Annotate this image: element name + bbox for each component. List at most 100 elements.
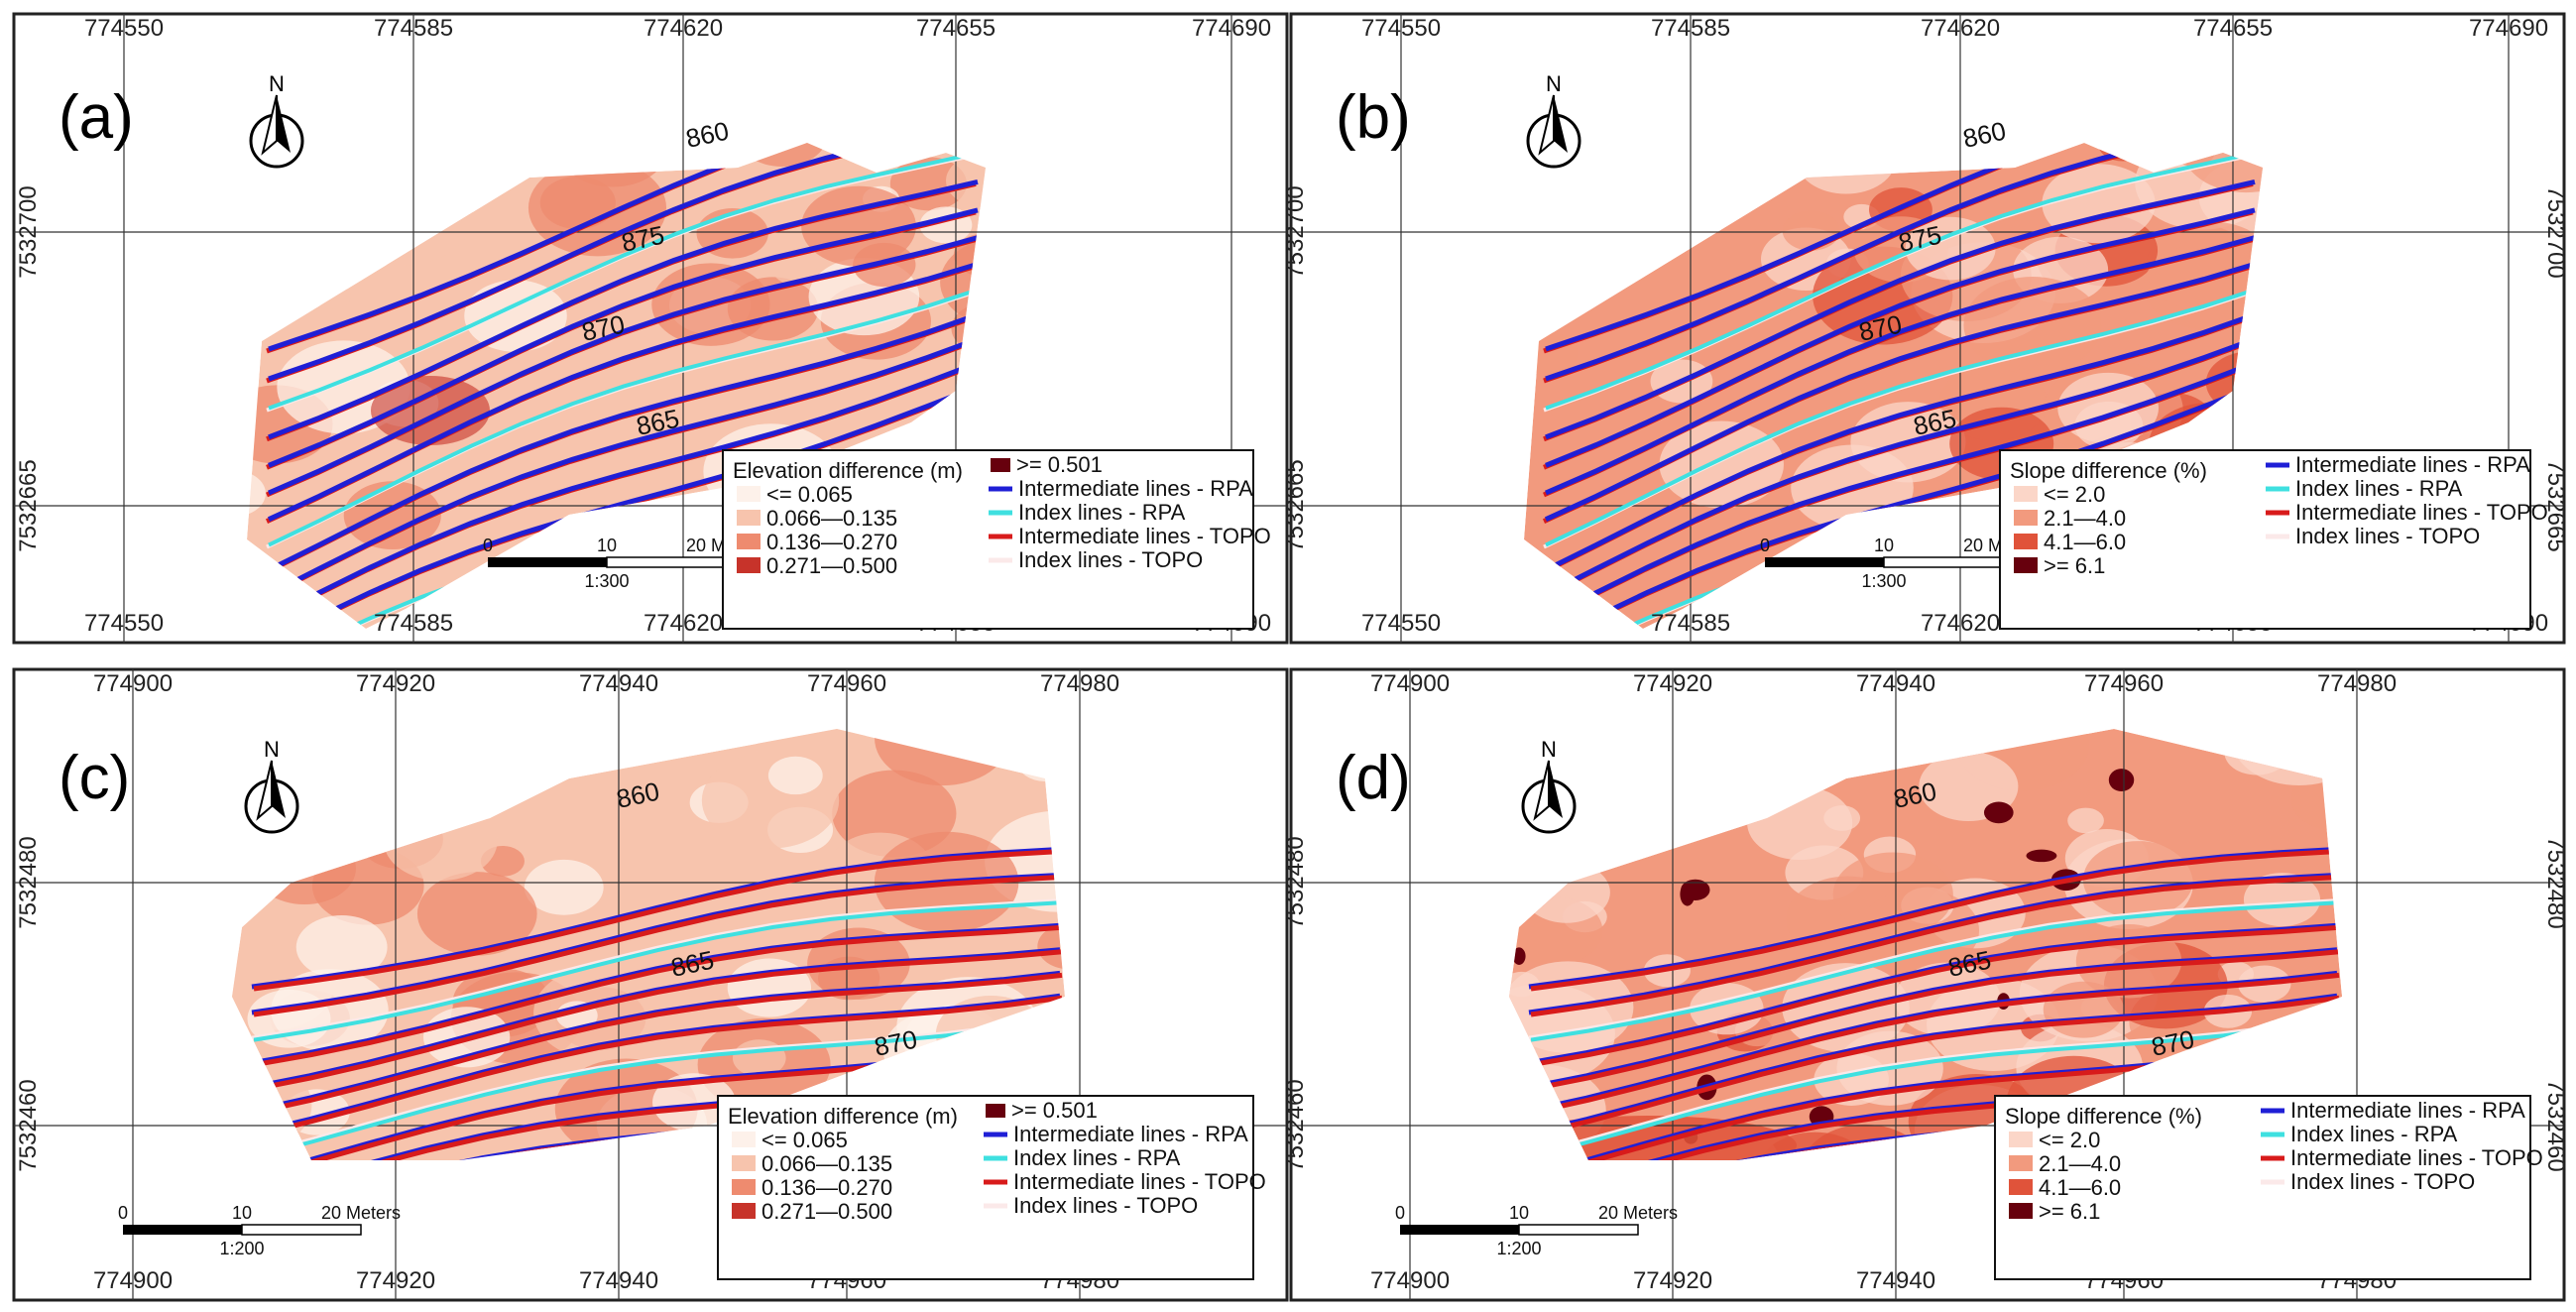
coord-label-bottom: 774620 bbox=[1921, 610, 2000, 637]
legend-class-label: 0.066—0.135 bbox=[766, 506, 897, 531]
coord-label-left: 7532460 bbox=[1282, 1079, 1309, 1171]
legend-class-swatch bbox=[2009, 1179, 2033, 1195]
terrain-patch bbox=[416, 872, 537, 956]
coord-label-top: 774900 bbox=[1370, 670, 1450, 697]
coord-label-top: 774980 bbox=[2317, 670, 2397, 697]
contour-intermediate-topo bbox=[253, 848, 1063, 992]
coord-label-left: 7532480 bbox=[1282, 836, 1309, 928]
coord-label-top: 774620 bbox=[1921, 15, 2000, 42]
terrain-hotspot bbox=[2026, 849, 2057, 863]
scale-tick-label: 0 bbox=[118, 1203, 128, 1223]
coord-label-top: 774960 bbox=[2084, 670, 2164, 697]
scale-bar-black bbox=[1765, 557, 1884, 567]
contour-intermediate-rpa bbox=[268, 235, 979, 496]
legend-title: Slope difference (%) bbox=[2005, 1104, 2202, 1129]
scale-ratio: 1:200 bbox=[219, 1239, 264, 1258]
north-arrow-icon: N bbox=[249, 71, 304, 169]
legend-class-label: 0.271—0.500 bbox=[766, 553, 897, 578]
legend-class-swatch bbox=[737, 510, 761, 526]
legend-line-label: Index lines - TOPO bbox=[1013, 1193, 1198, 1218]
coord-label-bottom: 774585 bbox=[374, 610, 453, 637]
contour-intermediate-rpa bbox=[267, 261, 979, 522]
legend-title: Elevation difference (m) bbox=[733, 458, 963, 483]
legend-class-label: >= 6.1 bbox=[2039, 1199, 2100, 1224]
contour-index-rpa bbox=[253, 900, 1063, 1042]
north-arrow-right bbox=[277, 95, 291, 153]
coord-label-bottom: 774900 bbox=[1370, 1267, 1450, 1294]
legend-line-label: Intermediate lines - RPA bbox=[2295, 452, 2530, 477]
legend-class-swatch bbox=[732, 1132, 756, 1147]
scale-bar: 0 10 20 Meters 1:200 bbox=[118, 1203, 401, 1258]
legend-box bbox=[722, 449, 1254, 630]
coord-label-top: 774550 bbox=[1361, 15, 1441, 42]
legend-line-label: Intermediate lines - RPA bbox=[2290, 1098, 2525, 1123]
contour-intermediate-rpa bbox=[267, 384, 979, 629]
legend-class-label: >= 6.1 bbox=[2044, 553, 2105, 578]
legend-line-label: Index lines - TOPO bbox=[2295, 524, 2480, 548]
coord-label-top: 774585 bbox=[374, 15, 453, 42]
terrain-patch bbox=[1905, 216, 1996, 281]
coord-label-bottom: 774620 bbox=[644, 610, 723, 637]
panel-title: (c) bbox=[59, 744, 130, 812]
contour-index-rpa bbox=[1530, 900, 2340, 1042]
contour-index-rpa bbox=[1545, 288, 2256, 547]
map-legend: Slope difference (%)<= 2.02.1—4.04.1—6.0… bbox=[1999, 449, 2548, 630]
scale-bar-black bbox=[123, 1225, 242, 1235]
terrain-hotspot bbox=[1681, 879, 1710, 900]
legend-class-label: 0.136—0.270 bbox=[761, 1175, 892, 1200]
terrain-patch bbox=[464, 280, 567, 352]
legend-title: Slope difference (%) bbox=[2010, 458, 2207, 483]
legend-line-label: Index lines - TOPO bbox=[2290, 1169, 2475, 1194]
contour-intermediate-rpa bbox=[267, 336, 979, 597]
legend-class-swatch bbox=[2014, 557, 2038, 573]
legend-class-label: <= 2.0 bbox=[2039, 1128, 2100, 1152]
scale-tick-label: 0 bbox=[1760, 536, 1770, 555]
legend-line-label: Intermediate lines - RPA bbox=[1013, 1122, 1248, 1146]
legend-class-swatch bbox=[2009, 1203, 2033, 1219]
scale-tick-label: 20 Meters bbox=[1598, 1203, 1678, 1223]
terrain-patch bbox=[539, 176, 616, 230]
legend-class-swatch bbox=[737, 534, 761, 549]
scale-bar-white bbox=[1883, 556, 2004, 568]
contour-intermediate-topo bbox=[253, 924, 1063, 1068]
terrain-patch bbox=[2143, 243, 2263, 330]
terrain-patch bbox=[1782, 210, 1840, 251]
scale-ratio: 1:300 bbox=[1861, 571, 1906, 591]
coord-label-right: 7532480 bbox=[2542, 836, 2569, 928]
scale-tick-label: 20 Meters bbox=[321, 1203, 401, 1223]
scale-bar: 0 10 20 Meters 1:200 bbox=[1395, 1203, 1678, 1258]
legend-class-swatch bbox=[732, 1179, 756, 1195]
coord-label-bottom: 774550 bbox=[1361, 610, 1441, 637]
contour-intermediate-rpa bbox=[268, 143, 979, 352]
legend-class-swatch bbox=[737, 557, 761, 573]
legend-line-label: Intermediate lines - TOPO bbox=[2295, 500, 2548, 525]
contour-intermediate-topo bbox=[253, 995, 1063, 1138]
coord-label-bottom: 774940 bbox=[579, 1267, 658, 1294]
legend-box bbox=[717, 1095, 1254, 1280]
coord-label-top: 774620 bbox=[644, 15, 723, 42]
legend-class-swatch bbox=[991, 458, 1010, 472]
legend-class-label: 2.1—4.0 bbox=[2039, 1151, 2121, 1176]
north-arrow-letter: N bbox=[1546, 71, 1562, 96]
coord-label-top: 774655 bbox=[916, 15, 995, 42]
legend-line-label: Index lines - RPA bbox=[1018, 500, 1186, 525]
coord-label-top: 774940 bbox=[579, 670, 658, 697]
contour-intermediate-rpa bbox=[267, 360, 979, 621]
legend-line-label: Intermediate lines - TOPO bbox=[1018, 524, 1271, 548]
legend-class-swatch bbox=[2009, 1132, 2033, 1147]
north-arrow-icon: N bbox=[1526, 71, 1581, 169]
terrain-hotspot bbox=[2108, 769, 2135, 792]
legend-class-swatch bbox=[732, 1203, 756, 1219]
coord-label-left: 7532665 bbox=[1282, 459, 1309, 551]
legend-class-swatch bbox=[2009, 1155, 2033, 1171]
legend-class-label: 4.1—6.0 bbox=[2044, 530, 2126, 554]
coord-label-bottom: 774920 bbox=[356, 1267, 435, 1294]
scale-bar-white bbox=[1518, 1224, 1639, 1236]
coord-label-bottom: 774920 bbox=[1633, 1267, 1712, 1294]
terrain-patch bbox=[772, 253, 817, 285]
coord-label-bottom: 774550 bbox=[84, 610, 164, 637]
map-legend: Elevation difference (m)<= 0.0650.066—0.… bbox=[722, 449, 1271, 630]
terrain-patch bbox=[767, 756, 823, 795]
north-arrow-letter: N bbox=[269, 71, 285, 96]
